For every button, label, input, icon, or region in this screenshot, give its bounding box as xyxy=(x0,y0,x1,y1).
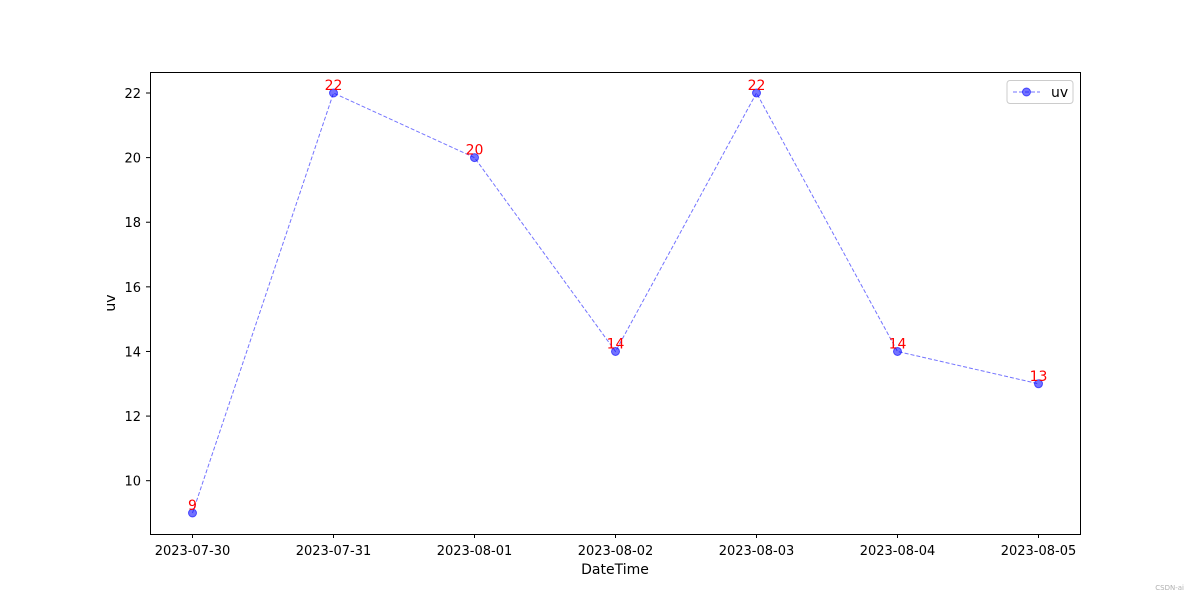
x-axis: 2023-07-30 2023-07-31 2023-08-01 2023-08-02… xyxy=(155,534,1077,559)
y-tick-label: 20 xyxy=(124,152,141,167)
data-point xyxy=(1034,379,1043,389)
y-tick-label: 16 xyxy=(124,281,141,296)
data-label: 14 xyxy=(607,336,625,352)
data-point xyxy=(752,88,761,98)
data-label: 22 xyxy=(748,78,766,94)
x-tick-label: 2023-08-02 xyxy=(578,544,654,559)
y-tick-label: 18 xyxy=(124,216,141,231)
data-point xyxy=(611,346,620,356)
x-axis-label: DateTime xyxy=(581,562,649,578)
plot-area-frame xyxy=(150,72,1081,535)
y-tick-label: 12 xyxy=(124,410,141,425)
series-layer xyxy=(188,88,1043,518)
x-tick-label: 2023-08-04 xyxy=(860,544,936,559)
x-tick-label: 2023-07-31 xyxy=(296,544,372,559)
y-axis-label: uv xyxy=(103,294,119,311)
x-tick-label: 2023-08-01 xyxy=(437,544,513,559)
y-tick-label: 22 xyxy=(124,87,141,102)
legend: uv xyxy=(1006,80,1074,104)
x-tick-label: 2023-08-05 xyxy=(1001,544,1077,559)
data-label: 22 xyxy=(325,78,343,94)
data-label: 9 xyxy=(188,498,197,514)
series-line xyxy=(192,91,1039,514)
legend-label: uv xyxy=(1051,85,1068,101)
data-labels: 9 22 20 14 22 14 13 xyxy=(188,78,1047,514)
x-tick-label: 2023-08-03 xyxy=(719,544,795,559)
y-tick-label: 10 xyxy=(124,475,141,490)
x-tick-label: 2023-07-30 xyxy=(155,544,231,559)
y-axis: 10 12 14 16 18 20 22 xyxy=(124,87,150,490)
data-point xyxy=(188,508,197,518)
data-label: 20 xyxy=(466,143,484,159)
data-point xyxy=(470,153,479,163)
watermark: CSDN-ai xyxy=(1155,584,1184,592)
data-label: 13 xyxy=(1030,369,1048,385)
data-label: 14 xyxy=(889,336,907,352)
data-point xyxy=(893,346,902,356)
data-point xyxy=(329,88,338,98)
legend-marker xyxy=(1022,87,1031,97)
y-tick-label: 14 xyxy=(124,345,141,360)
